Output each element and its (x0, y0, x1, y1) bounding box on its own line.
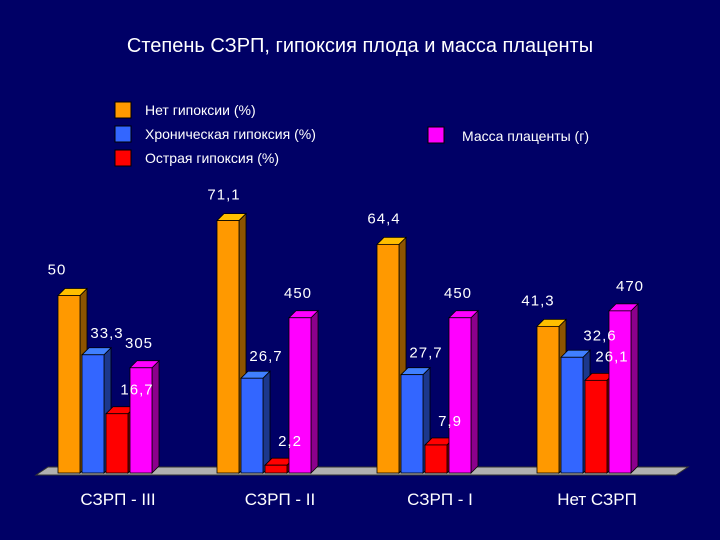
value-label-хроническая-гипоксия-сзрп-ii: 26,7 (249, 348, 282, 365)
value-label-хроническая-гипоксия-нет-сзрп: 32,6 (583, 327, 616, 344)
legend-swatch-acute-hypoxia (114, 149, 132, 167)
value-label-острая-гипоксия-нет-сзрп: 26,1 (595, 348, 628, 365)
bar-масса-плаценты-г-сзрп-i (448, 309, 479, 474)
bar-front (448, 317, 472, 474)
bars-group (57, 212, 639, 474)
legend-swatch-placenta-mass (427, 126, 445, 144)
category-label-сзрп-i: СЗРП - I (407, 490, 473, 509)
chart-title: Степень СЗРП, гипоксия плода и масса пла… (127, 35, 593, 57)
bar-front (584, 379, 608, 474)
bar-side (630, 302, 639, 474)
bar-масса-плаценты-г-сзрп-ii (288, 309, 319, 474)
bar-front (105, 413, 129, 474)
value-label-нет-гипоксии-сзрп-ii: 71,1 (207, 187, 240, 204)
bar-хроническая-гипоксия-сзрп-ii (240, 370, 271, 474)
category-label-сзрп-ii: СЗРП - II (245, 490, 315, 509)
bar-side (310, 309, 319, 474)
bar-side (470, 309, 479, 474)
value-label-хроническая-гипоксия-сзрп-iii: 33,3 (90, 325, 123, 342)
value-label-масса-плаценты-г-нет-сзрп: 470 (616, 278, 644, 295)
bar-front (376, 243, 400, 474)
value-labels-group: 50 33,3 16,7 305 71,1 26,7 2,2 450 64,4 27,7 7,9 45… (48, 187, 644, 451)
legend-label-no-hypoxia: Нет гипоксии (%) (145, 102, 256, 118)
bar-масса-плаценты-г-сзрп-iii (129, 359, 160, 474)
value-label-масса-плаценты-г-сзрп-i: 450 (444, 285, 472, 302)
bar-front (129, 367, 153, 474)
value-label-нет-гипоксии-сзрп-i: 64,4 (367, 210, 400, 227)
bar-side (262, 370, 271, 474)
category-labels-group: СЗРП - III СЗРП - II СЗРП - I Нет СЗРП (80, 490, 636, 509)
value-label-нет-гипоксии-нет-сзрп: 41,3 (521, 292, 554, 309)
bar-front (264, 464, 288, 474)
bar-масса-плаценты-г-нет-сзрп (608, 302, 639, 474)
legend: Нет гипоксии (%) Хроническая гипоксия (%… (114, 101, 589, 167)
bar-front (424, 444, 448, 474)
value-label-масса-плаценты-г-сзрп-ii: 450 (284, 285, 312, 302)
legend-label-chronic-hypoxia: Хроническая гипоксия (%) (145, 126, 316, 142)
bar-front (608, 310, 632, 474)
value-label-нет-гипоксии-сзрп-iii: 50 (48, 262, 67, 279)
legend-swatch-no-hypoxia (114, 101, 132, 119)
legend-label-acute-hypoxia: Острая гипоксия (%) (145, 150, 279, 166)
bar-side (151, 359, 160, 474)
bar-front (560, 356, 584, 474)
bar-front (536, 325, 560, 474)
value-label-острая-гипоксия-сзрп-ii: 2,2 (278, 433, 302, 450)
bar-front (57, 295, 81, 474)
value-label-острая-гипоксия-сзрп-iii: 16,7 (120, 382, 153, 399)
category-label-нет-сзрп: Нет СЗРП (557, 490, 637, 509)
bar-front (216, 220, 240, 474)
value-label-масса-плаценты-г-сзрп-iii: 305 (125, 335, 153, 352)
category-label-сзрп-iii: СЗРП - III (80, 490, 155, 509)
bar-front (288, 317, 312, 474)
value-label-острая-гипоксия-сзрп-i: 7,9 (438, 413, 462, 430)
bar-front (400, 374, 424, 474)
legend-swatch-chronic-hypoxia (114, 125, 132, 143)
value-label-хроническая-гипоксия-сзрп-i: 27,7 (409, 345, 442, 362)
bar-front (240, 377, 264, 474)
legend-label-placenta-mass: Масса плаценты (г) (462, 128, 589, 144)
bar-front (81, 354, 105, 474)
chart-floor (34, 466, 690, 476)
